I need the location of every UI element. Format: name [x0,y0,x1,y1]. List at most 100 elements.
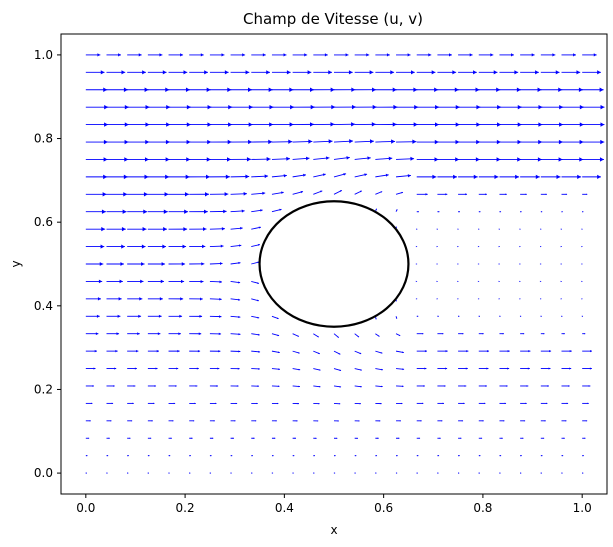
velocity-arrow [436,245,438,248]
velocity-arrow [437,472,439,474]
velocity-arrow [85,455,88,457]
velocity-arrow [478,333,484,335]
velocity-arrow [396,437,400,439]
velocity-arrow [127,53,142,57]
velocity-arrow [416,139,439,145]
velocity-arrow [458,139,481,145]
y-tick-label: 0.2 [34,382,53,396]
velocity-arrow [189,139,212,145]
x-tick-label: 0.8 [473,501,492,515]
velocity-arrow [106,122,129,127]
velocity-arrow [582,174,601,179]
velocity-arrow [498,298,500,300]
velocity-arrow [540,385,549,387]
velocity-arrow [519,298,521,300]
velocity-arrow [189,157,211,162]
velocity-arrow [354,104,377,110]
velocity-arrow [375,173,389,178]
velocity-arrow [189,332,202,336]
velocity-arrow [416,315,419,317]
velocity-arrow [375,87,397,92]
velocity-arrow [209,262,223,265]
velocity-arrow [499,385,508,387]
velocity-arrow [313,122,335,127]
velocity-arrow [106,297,122,301]
velocity-arrow [354,53,370,57]
velocity-arrow [189,349,201,353]
velocity-arrow [396,402,403,405]
velocity-arrow [458,402,465,405]
velocity-arrow [127,314,142,318]
velocity-arrow [458,174,478,180]
velocity-arrow [415,298,418,300]
velocity-arrow [540,455,543,457]
velocity-arrow [333,156,350,160]
velocity-arrow [147,122,171,127]
velocity-arrow [189,174,210,180]
velocity-arrow [458,122,481,127]
velocity-arrow [168,87,190,92]
velocity-arrow [354,385,362,388]
velocity-arrow [168,385,177,387]
velocity-arrow [333,385,342,388]
velocity-arrow [561,455,564,457]
velocity-arrow [106,157,129,162]
velocity-arrow [354,139,374,144]
velocity-arrow [354,472,356,474]
velocity-arrow [436,280,438,283]
velocity-arrow [437,70,457,75]
velocity-arrow [127,262,145,266]
velocity-arrow [313,53,328,57]
velocity-arrow [85,227,106,232]
velocity-arrow [416,193,428,196]
velocity-arrow [313,385,321,388]
velocity-arrow [540,104,564,110]
velocity-arrow [375,53,390,57]
y-tick-label: 0.8 [34,132,53,146]
velocity-arrow [375,104,398,110]
velocity-arrow [85,209,106,214]
velocity-arrow [292,104,315,110]
velocity-arrow [127,157,149,162]
velocity-arrow [375,333,380,337]
velocity-arrow [498,280,500,283]
velocity-arrow [540,420,546,422]
velocity-arrow [395,350,404,354]
velocity-arrow [292,70,312,75]
velocity-arrow [168,244,187,249]
velocity-arrow [209,315,222,318]
velocity-arrow [582,455,584,457]
velocity-arrow [189,192,209,197]
velocity-arrow [292,402,299,405]
velocity-arrow [457,298,459,300]
velocity-arrow [313,402,320,405]
velocity-arrow [582,139,605,145]
velocity-arrow [478,139,501,145]
velocity-arrow [189,455,191,457]
velocity-arrow [499,70,519,75]
x-axis-ticks: 0.0 0.2 0.4 0.6 0.8 1.0 [76,494,592,515]
velocity-arrow [437,53,452,57]
velocity-arrow [478,104,502,110]
velocity-arrow [189,244,206,249]
velocity-arrow [354,350,362,355]
velocity-arrow [85,122,109,127]
velocity-arrow [271,104,295,110]
velocity-arrow [416,385,425,387]
velocity-arrow [147,279,164,284]
velocity-arrow [520,193,527,196]
velocity-arrow [292,420,298,422]
velocity-arrow [106,420,112,422]
velocity-arrow [168,455,171,457]
velocity-arrow [292,156,310,161]
velocity-arrow [354,87,377,92]
velocity-arrow [189,87,211,92]
velocity-arrow [520,174,540,180]
velocity-arrow [230,420,236,422]
velocity-arrow [354,402,361,405]
velocity-arrow [437,87,459,92]
velocity-arrow [251,298,259,302]
velocity-arrow [416,402,424,405]
velocity-arrow [437,437,441,439]
